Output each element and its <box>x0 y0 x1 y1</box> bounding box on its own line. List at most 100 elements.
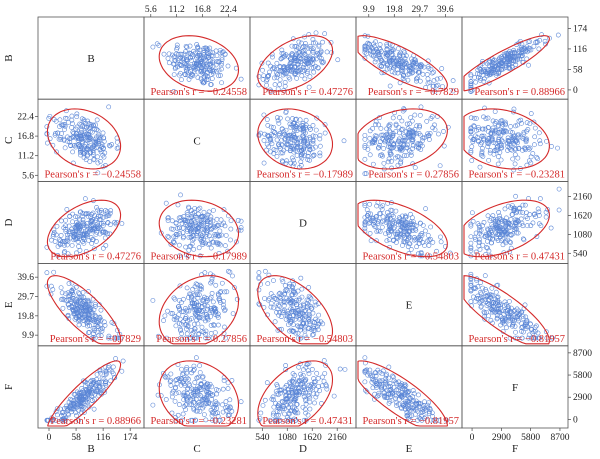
data-point <box>423 228 428 234</box>
data-point <box>401 53 406 59</box>
data-point <box>309 65 314 71</box>
pearson-r-label: Pearson's r = 0.47276 <box>50 252 141 263</box>
data-point <box>285 138 291 144</box>
x-tick-label: 0 <box>47 433 52 443</box>
data-point <box>278 150 284 156</box>
data-point <box>516 40 522 46</box>
data-point <box>506 138 511 144</box>
data-point <box>292 134 298 140</box>
matrix-cells: B Pearson's r = −0.24558 Pearson's r = 0.4… <box>3 5 592 455</box>
data-point <box>406 132 412 138</box>
data-point <box>505 138 511 143</box>
data-point <box>418 64 424 70</box>
data-point <box>58 285 64 291</box>
data-point <box>512 137 518 143</box>
data-point <box>208 219 214 225</box>
data-point <box>542 38 548 44</box>
data-point <box>414 144 419 149</box>
data-point <box>283 363 289 368</box>
data-point <box>178 218 183 224</box>
data-point <box>480 73 486 78</box>
data-point <box>314 370 320 376</box>
data-point <box>482 69 488 74</box>
data-point <box>202 270 208 276</box>
y-axis-label-C: C <box>3 137 15 144</box>
points <box>362 104 451 177</box>
data-point <box>284 133 290 138</box>
data-point <box>519 44 524 50</box>
data-point <box>499 128 504 134</box>
pearson-r-label: Pearson's r = −0.54803 <box>362 252 459 263</box>
data-point <box>555 145 560 151</box>
data-point <box>419 63 425 69</box>
data-point <box>363 171 369 176</box>
data-point <box>230 311 236 317</box>
data-point <box>407 121 413 127</box>
data-point <box>89 211 94 217</box>
pearson-r-label: Pearson's r = −0.24558 <box>150 87 247 98</box>
data-point <box>367 135 373 141</box>
data-point <box>204 221 210 226</box>
data-point <box>302 58 308 64</box>
data-point <box>414 123 420 129</box>
data-point <box>283 127 289 133</box>
data-point <box>379 63 384 69</box>
data-point <box>228 237 233 243</box>
data-point <box>225 268 231 274</box>
data-point <box>292 64 298 70</box>
data-point <box>404 153 410 159</box>
x-tick-label: 11.2 <box>169 5 186 15</box>
data-point <box>70 149 76 155</box>
data-point <box>412 112 418 118</box>
data-point <box>272 130 278 135</box>
data-point <box>297 117 303 123</box>
data-point <box>290 52 296 58</box>
data-point <box>81 151 87 157</box>
data-point <box>282 131 287 137</box>
data-point <box>310 36 316 42</box>
data-point <box>384 47 390 53</box>
data-point <box>389 69 395 75</box>
data-point <box>74 220 79 225</box>
points <box>44 104 121 176</box>
data-point <box>234 239 239 245</box>
data-point <box>362 355 368 361</box>
data-point <box>377 46 383 52</box>
data-point <box>362 43 368 49</box>
data-point <box>510 156 516 162</box>
data-point <box>399 118 405 124</box>
data-point <box>498 133 504 138</box>
data-point <box>274 153 280 159</box>
data-point <box>316 42 322 48</box>
data-point <box>225 386 231 391</box>
data-point <box>60 305 66 311</box>
data-point <box>62 242 67 248</box>
data-point <box>80 220 86 225</box>
data-point <box>60 122 66 128</box>
data-point <box>317 143 323 149</box>
x-axis-label-D: D <box>299 443 307 455</box>
data-point <box>77 247 83 253</box>
x-tick-label: 2160 <box>328 433 347 443</box>
data-point <box>195 75 201 81</box>
data-point <box>307 406 313 412</box>
data-point <box>519 220 525 226</box>
data-point <box>495 124 501 129</box>
data-point <box>105 220 111 225</box>
data-point <box>486 157 492 163</box>
data-point <box>197 370 203 375</box>
data-point <box>85 144 91 149</box>
data-point <box>284 141 290 146</box>
diagonal-label-B: B <box>87 53 94 65</box>
data-point <box>273 388 279 394</box>
data-point <box>271 147 277 153</box>
data-point <box>272 66 277 72</box>
data-point <box>199 324 205 330</box>
data-point <box>168 371 174 377</box>
data-point <box>177 62 183 68</box>
data-point <box>65 251 71 257</box>
data-point <box>394 56 400 62</box>
data-point <box>73 410 79 416</box>
data-point <box>68 142 73 148</box>
data-point <box>515 155 521 161</box>
